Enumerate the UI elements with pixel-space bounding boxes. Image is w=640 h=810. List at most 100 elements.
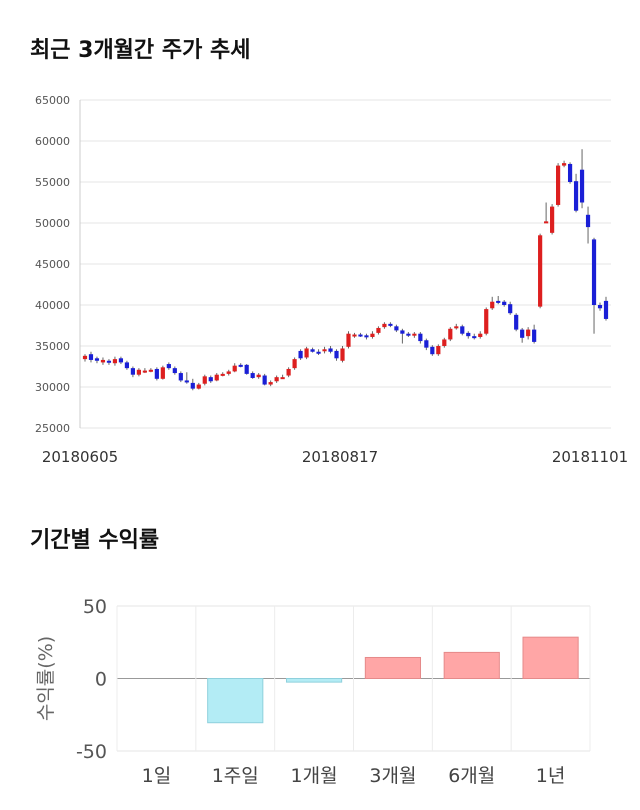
candle — [603, 300, 609, 319]
candle — [280, 377, 285, 380]
candle — [82, 355, 88, 360]
candle — [400, 330, 405, 334]
candle — [94, 358, 100, 361]
x-tick-label: 6개월 — [448, 765, 495, 787]
candle — [166, 364, 171, 369]
candle — [220, 373, 225, 376]
candle — [520, 329, 525, 338]
candle — [406, 333, 411, 336]
candle — [550, 206, 555, 233]
candle — [256, 374, 261, 378]
candle — [172, 368, 177, 374]
candle — [100, 359, 106, 363]
x-tick-label: 1년 — [536, 765, 566, 787]
y-tick-label: 60000 — [35, 135, 70, 148]
candle — [178, 373, 183, 381]
candle — [124, 362, 130, 369]
candle — [352, 334, 357, 337]
x-tick-label: 1일 — [142, 765, 172, 787]
return-bar — [443, 651, 500, 680]
candle — [526, 329, 531, 337]
candle — [460, 326, 465, 334]
candle-chart-title: 최근 3개월간 주가 추세 — [30, 38, 251, 63]
candle — [316, 351, 321, 354]
x-tick-label: 1주일 — [212, 765, 259, 787]
y-tick-label: 30000 — [35, 381, 70, 394]
candle — [466, 332, 471, 337]
candle — [268, 382, 273, 385]
candle — [202, 376, 207, 384]
y-tick-label: 0 — [95, 669, 107, 691]
candle — [160, 367, 165, 379]
candle — [196, 384, 201, 389]
candle — [148, 369, 153, 372]
return-bar — [522, 636, 579, 679]
candle — [112, 359, 118, 364]
candle — [484, 309, 489, 334]
candle — [490, 301, 495, 309]
candle — [118, 358, 124, 363]
candle — [358, 334, 363, 337]
candlestick-chart: 25000 30000 35000 40000 45000 50000 55000 60000… — [35, 94, 628, 466]
candle — [208, 377, 213, 382]
x-tick-label: 20181101 — [552, 448, 628, 466]
candle — [262, 375, 267, 385]
candle — [597, 305, 603, 309]
candle — [304, 348, 309, 358]
candle — [412, 333, 417, 336]
candle — [573, 181, 579, 211]
candle — [567, 163, 573, 182]
candle — [382, 323, 387, 328]
candle — [346, 333, 351, 347]
y-tick-label: 50 — [83, 596, 107, 618]
candle — [130, 368, 135, 375]
candle — [184, 380, 189, 383]
candle — [328, 348, 333, 352]
candle — [310, 349, 315, 352]
candle — [136, 369, 141, 375]
candle — [585, 214, 591, 228]
candle — [190, 382, 195, 389]
y-tick-label: -50 — [76, 741, 107, 763]
candle — [232, 365, 237, 372]
candle — [238, 364, 243, 367]
candle — [292, 359, 297, 369]
candle — [556, 165, 561, 205]
candle — [394, 326, 399, 331]
x-tick-label: 20180817 — [302, 448, 378, 466]
candle — [388, 323, 393, 326]
candle — [496, 300, 501, 303]
candle — [106, 360, 112, 363]
candle — [430, 346, 435, 355]
candle — [214, 374, 219, 381]
x-tick-label: 1개월 — [291, 765, 338, 787]
candle — [250, 373, 255, 378]
candle — [88, 354, 94, 360]
candle — [274, 377, 279, 382]
candle — [340, 348, 345, 361]
y-tick-label: 50000 — [35, 217, 70, 230]
candle — [532, 329, 537, 342]
candle — [322, 349, 327, 352]
candle — [448, 328, 453, 340]
candle — [244, 364, 249, 374]
return-bar — [207, 678, 264, 724]
candle — [226, 371, 231, 374]
candle — [579, 169, 585, 203]
y-tick-label: 40000 — [35, 299, 70, 312]
y-tick-label: 55000 — [35, 176, 70, 189]
x-tick-label: 20180605 — [42, 448, 118, 466]
candle — [298, 350, 303, 359]
returns-chart-title: 기간별 수익률 — [30, 528, 160, 553]
candle — [502, 301, 507, 305]
candle — [508, 304, 513, 314]
candle — [454, 326, 459, 329]
candle — [154, 368, 159, 379]
candle — [436, 346, 441, 355]
return-bar — [285, 678, 343, 683]
y-tick-label: 45000 — [35, 258, 70, 271]
candle — [544, 221, 549, 224]
candle — [142, 370, 147, 373]
candle — [364, 335, 369, 338]
candle — [591, 239, 597, 305]
